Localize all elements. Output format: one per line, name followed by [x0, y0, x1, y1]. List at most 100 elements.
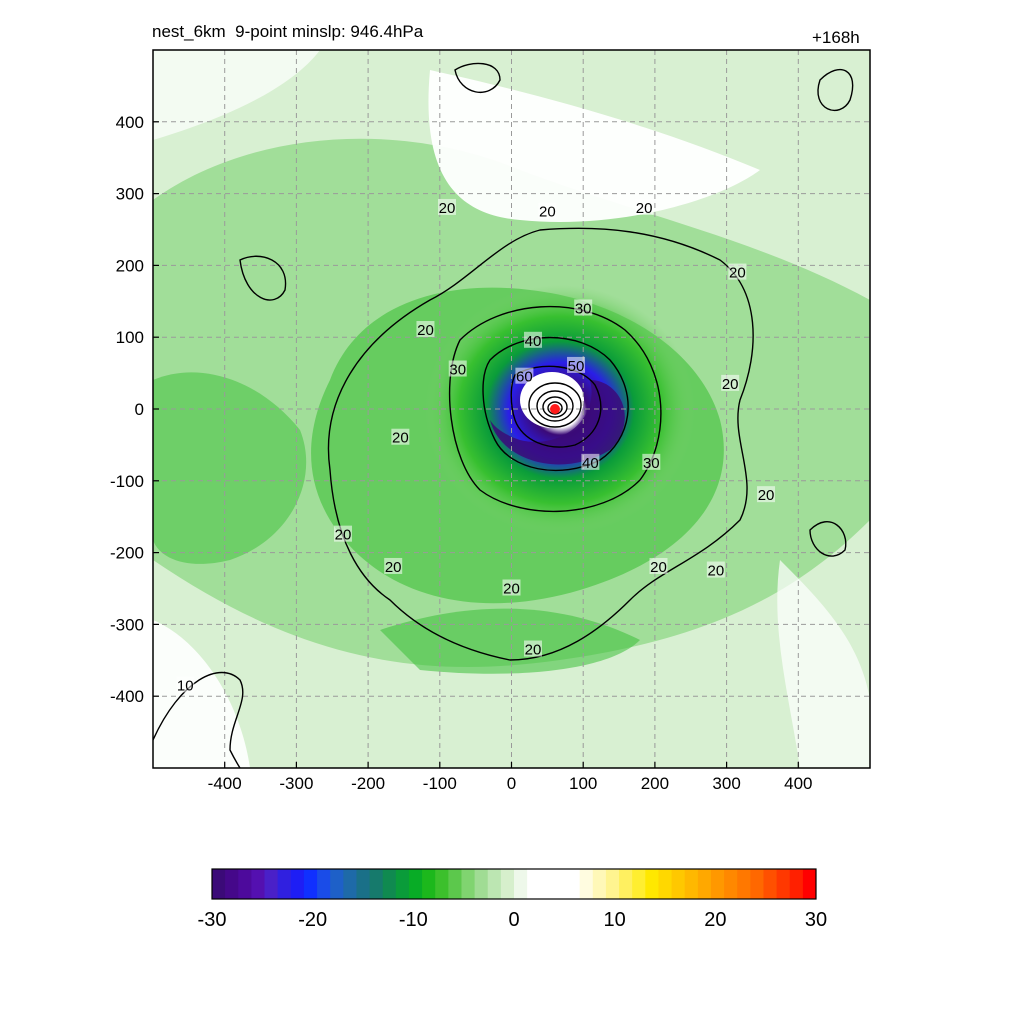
- colorbar-swatch: [303, 869, 318, 899]
- y-axis: 400 300 200 100 0 -100 -200 -300 -400: [110, 113, 159, 706]
- colorbar-frame: [211, 868, 817, 900]
- gridlines: [153, 50, 870, 768]
- contour-label: 20: [439, 200, 456, 217]
- colorbar-swatch: [605, 869, 620, 899]
- y-tick-label: 200: [116, 256, 144, 275]
- colorbar-swatch: [264, 869, 279, 899]
- x-axis: -400 -300 -200 -100 0 100 200 300 400: [208, 762, 812, 793]
- y-tick-label: -400: [110, 687, 144, 706]
- field-layer: 20 20 20 20 20 30 30 40 50 60 20 20 40 30 20 20 20 20 20 20…: [153, 50, 870, 768]
- contour-label-bg: [635, 198, 654, 215]
- contour-label: 20: [722, 376, 739, 393]
- contour-label: 20: [539, 204, 556, 221]
- contour-label: 30: [575, 300, 592, 317]
- contour-label-bg: [757, 486, 776, 503]
- x-tick-label: 300: [712, 774, 740, 793]
- colorbar-swatch: [435, 869, 449, 899]
- colorbar-swatch: [540, 869, 554, 899]
- colorbar-swatch: [317, 869, 331, 899]
- colorbar-swatch: [500, 869, 515, 899]
- y-tick-label: 400: [116, 113, 144, 132]
- colorbar-tick-label: 0: [508, 909, 519, 931]
- contour-label-bg: [515, 367, 534, 384]
- contour-label: 40: [525, 333, 542, 350]
- contour-label: 20: [758, 487, 775, 504]
- colorbar-swatch: [251, 869, 266, 899]
- colorbar-swatch: [382, 869, 397, 899]
- y-tick-label: 100: [116, 328, 144, 347]
- x-tick-label: -200: [351, 774, 385, 793]
- x-tick-label: 100: [569, 774, 597, 793]
- colorbar-swatch: [238, 869, 252, 899]
- contour-label-bg: [706, 561, 725, 578]
- colorbar-swatch: [277, 869, 292, 899]
- contour-label-bg: [437, 198, 456, 215]
- contour-label-bg: [391, 428, 410, 445]
- colorbar-swatch: [422, 869, 436, 899]
- contour-label-bg: [574, 299, 593, 316]
- colorbar-swatch: [474, 869, 489, 899]
- contour-label-bg: [538, 202, 557, 219]
- contour-label-bg: [524, 640, 543, 657]
- colorbar-swatch: [671, 869, 686, 899]
- x-tick-label: -400: [208, 774, 242, 793]
- contour-40: [482, 336, 629, 472]
- colorbar-tick-label: 30: [805, 909, 827, 931]
- colorbar-swatch: [514, 869, 528, 899]
- contour-labels: 20 20 20 20 20 30 30 40 50 60 20 20 40 30 20 20 20 20 20 20…: [176, 198, 776, 694]
- colorbar-swatch: [330, 869, 344, 899]
- core-purple: [490, 380, 625, 465]
- y-tick-label: 300: [116, 185, 144, 204]
- contour-small-w: [239, 255, 287, 301]
- colorbar-swatch: [802, 869, 817, 899]
- contour-label-bg: [416, 321, 435, 338]
- contour-20: [327, 227, 754, 661]
- x-tick-label: 200: [641, 774, 669, 793]
- contour-label-bg: [728, 263, 747, 280]
- colorbar-swatch: [527, 869, 541, 899]
- contour-label-bg: [448, 360, 467, 377]
- clear-region-east: [777, 560, 870, 768]
- storm-center-marker: [550, 404, 560, 414]
- colorbar-swatch: [225, 869, 239, 899]
- colorbar-swatch: [369, 869, 384, 899]
- x-tick-label: -300: [279, 774, 313, 793]
- contour-small-se: [809, 521, 847, 557]
- contour-label: 30: [449, 362, 466, 379]
- contour-label: 20: [650, 559, 667, 576]
- colorbar-swatch: [763, 869, 778, 899]
- contour-label-bg: [334, 525, 353, 542]
- colorbar-swatch: [356, 869, 371, 899]
- colorbar-swatch: [619, 869, 633, 899]
- colorbar-swatch: [632, 869, 646, 899]
- colorbar-swatch: [461, 869, 476, 899]
- y-tick-label: -300: [110, 615, 144, 634]
- colorbar-swatch: [448, 869, 462, 899]
- contour-label: 20: [392, 430, 409, 447]
- contour-label-bg: [524, 331, 543, 348]
- contour-80: [542, 396, 568, 418]
- y-tick-label: -100: [110, 472, 144, 491]
- x-tick-label: -100: [423, 774, 457, 793]
- colorbar-swatch: [645, 869, 659, 899]
- colorbar-tick-label: -30: [198, 909, 227, 931]
- colorbar-swatch: [579, 869, 594, 899]
- colorbar-swatch: [553, 869, 568, 899]
- colorbar-swatch: [776, 869, 791, 899]
- contour-label-bg: [642, 453, 661, 470]
- contour-lines: [153, 62, 854, 768]
- contour-70: [536, 390, 574, 422]
- contour-label-bg: [581, 453, 600, 470]
- contour-label: 40: [582, 455, 599, 472]
- chart-title: nest_6km 9-point minslp: 946.4hPa: [152, 22, 424, 41]
- colorbar-swatch: [724, 869, 738, 899]
- colorbar-tick-label: -10: [399, 909, 428, 931]
- contour-label: 30: [643, 455, 660, 472]
- colorbar-swatch: [212, 869, 226, 899]
- colorbar-swatch: [487, 869, 502, 899]
- contour-label: 20: [525, 642, 542, 659]
- y-tick-label: 0: [135, 400, 144, 419]
- colorbar-swatch: [658, 869, 673, 899]
- colorbar-swatch: [566, 869, 581, 899]
- colorbar-tick-label: 20: [704, 909, 726, 931]
